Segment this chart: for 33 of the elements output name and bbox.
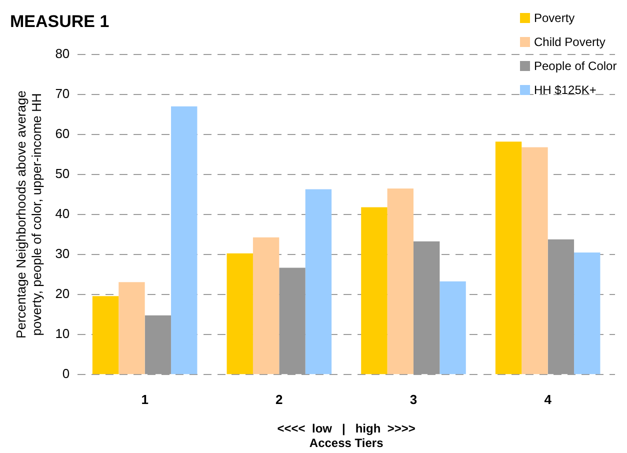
- bar: [118, 282, 145, 374]
- legend-label: Poverty: [534, 10, 575, 27]
- bar: [171, 106, 198, 374]
- x-tick-label: 1: [141, 392, 148, 407]
- x-tick-label: 3: [410, 392, 418, 407]
- x-tick-label: 2: [276, 392, 283, 407]
- legend-label: Child Poverty: [534, 34, 606, 51]
- bar: [252, 237, 280, 374]
- y-tick-label: 40: [55, 206, 70, 222]
- bar: [495, 142, 522, 374]
- bar: [226, 253, 253, 374]
- y-axis-title: Percentage Neighborhoods above average poverty, people of color, upper-income HH: [13, 90, 44, 338]
- y-tick-label: 10: [55, 326, 70, 342]
- x-tick-label: 4: [544, 392, 552, 407]
- text: <<<< low | high >>>>: [277, 422, 416, 436]
- bar: [92, 296, 119, 374]
- y-tick-label: 20: [55, 286, 70, 302]
- y-tick-label: 60: [55, 126, 70, 142]
- y-tick-label: 50: [55, 166, 70, 182]
- y-tick-label: 80: [55, 46, 70, 61]
- x-axis-title: Access Tiers: [309, 436, 384, 450]
- legend-label: HH $125K+: [534, 82, 596, 99]
- y-tick-label: 30: [55, 246, 70, 262]
- y-tick-label: 70: [55, 86, 70, 102]
- y-tick-label: 0: [62, 366, 70, 382]
- bar: [305, 189, 332, 374]
- bar: [387, 188, 414, 374]
- legend-label: People of Color: [534, 58, 617, 75]
- bar: [574, 252, 600, 374]
- bar: [361, 207, 388, 374]
- chart-title: MEASURE 1: [10, 12, 110, 31]
- bar: [522, 147, 548, 374]
- bar: [440, 281, 466, 374]
